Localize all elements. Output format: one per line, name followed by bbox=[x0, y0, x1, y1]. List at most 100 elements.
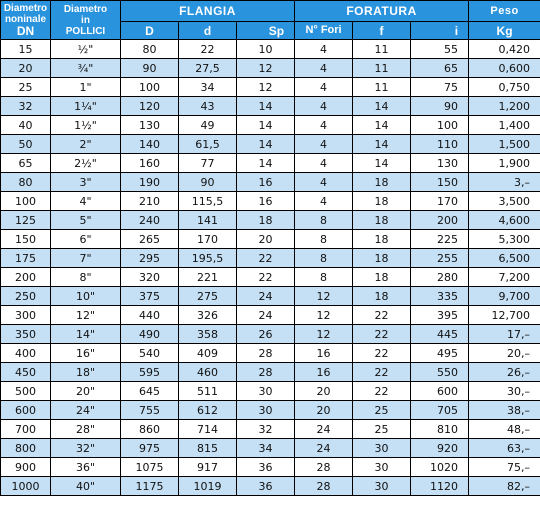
cell-flange-sp: 12 bbox=[235, 77, 296, 97]
cell-inches: 10" bbox=[50, 286, 121, 306]
cell-bolt-circle-i: 75 bbox=[410, 77, 470, 97]
table-row: 40 1½" 130 49 14 4 14 100 1,400 bbox=[0, 115, 540, 135]
cell-flange-sp: 14 bbox=[235, 115, 296, 135]
header-in-line2: in bbox=[81, 14, 90, 26]
cell-weight-kg: 1,200 bbox=[468, 96, 540, 116]
cell-bolt-circle-i: 150 bbox=[410, 172, 470, 192]
cell-dn: 25 bbox=[0, 77, 51, 97]
cell-weight-kg: 7,200 bbox=[468, 267, 540, 287]
cell-inches: 1¼" bbox=[50, 96, 121, 116]
cell-flange-d: 22 bbox=[178, 39, 237, 59]
cell-dn: 32 bbox=[0, 96, 51, 116]
cell-hole-f: 30 bbox=[352, 476, 412, 496]
cell-weight-kg: 82,– bbox=[468, 476, 540, 496]
cell-weight-kg: 6,500 bbox=[468, 248, 540, 268]
cell-flange-sp: 30 bbox=[235, 400, 296, 420]
cell-flange-d: 511 bbox=[178, 381, 237, 401]
table-row: 175 7" 295 195,5 22 8 18 255 6,500 bbox=[0, 248, 540, 268]
cell-bolt-circle-i: 920 bbox=[410, 438, 470, 458]
table-row: 25 1" 100 34 12 4 11 75 0,750 bbox=[0, 77, 540, 97]
cell-num-holes: 4 bbox=[294, 77, 354, 97]
cell-flange-D: 140 bbox=[120, 134, 179, 154]
cell-flange-sp: 16 bbox=[235, 172, 296, 192]
header-inches: Diametro in POLLICI bbox=[50, 0, 121, 40]
cell-flange-d: 612 bbox=[178, 400, 237, 420]
cell-inches: 24" bbox=[50, 400, 121, 420]
table-row: 800 32" 975 815 34 24 30 920 63,– bbox=[0, 438, 540, 458]
cell-flange-sp: 36 bbox=[235, 457, 296, 477]
header-f: f bbox=[352, 21, 412, 40]
cell-flange-D: 540 bbox=[120, 343, 179, 363]
cell-flange-D: 120 bbox=[120, 96, 179, 116]
cell-dn: 300 bbox=[0, 305, 51, 325]
cell-inches: 1" bbox=[50, 77, 121, 97]
cell-weight-kg: 12,700 bbox=[468, 305, 540, 325]
cell-num-holes: 4 bbox=[294, 191, 354, 211]
cell-flange-D: 240 bbox=[120, 210, 179, 230]
table-row: 250 10" 375 275 24 12 18 335 9,700 bbox=[0, 286, 540, 306]
cell-flange-d: 1019 bbox=[178, 476, 237, 496]
cell-inches: 2½" bbox=[50, 153, 121, 173]
cell-hole-f: 22 bbox=[352, 381, 412, 401]
cell-num-holes: 12 bbox=[294, 286, 354, 306]
cell-flange-d: 221 bbox=[178, 267, 237, 287]
cell-inches: 6" bbox=[50, 229, 121, 249]
cell-inches: 40" bbox=[50, 476, 121, 496]
cell-bolt-circle-i: 1020 bbox=[410, 457, 470, 477]
cell-hole-f: 11 bbox=[352, 77, 412, 97]
table-row: 50 2" 140 61,5 14 4 14 110 1,500 bbox=[0, 134, 540, 154]
table-row: 20 ¾" 90 27,5 12 4 11 65 0,600 bbox=[0, 58, 540, 78]
cell-hole-f: 14 bbox=[352, 153, 412, 173]
cell-weight-kg: 17,– bbox=[468, 324, 540, 344]
cell-flange-sp: 22 bbox=[235, 248, 296, 268]
cell-flange-sp: 18 bbox=[235, 210, 296, 230]
cell-flange-D: 1175 bbox=[120, 476, 179, 496]
cell-weight-kg: 0,600 bbox=[468, 58, 540, 78]
cell-dn: 500 bbox=[0, 381, 51, 401]
cell-inches: 1½" bbox=[50, 115, 121, 135]
cell-flange-d: 34 bbox=[178, 77, 237, 97]
cell-dn: 125 bbox=[0, 210, 51, 230]
cell-flange-d: 43 bbox=[178, 96, 237, 116]
cell-hole-f: 25 bbox=[352, 419, 412, 439]
cell-weight-kg: 75,– bbox=[468, 457, 540, 477]
cell-bolt-circle-i: 90 bbox=[410, 96, 470, 116]
cell-flange-sp: 14 bbox=[235, 96, 296, 116]
cell-inches: 12" bbox=[50, 305, 121, 325]
cell-bolt-circle-i: 1120 bbox=[410, 476, 470, 496]
cell-flange-d: 460 bbox=[178, 362, 237, 382]
cell-flange-D: 295 bbox=[120, 248, 179, 268]
cell-dn: 100 bbox=[0, 191, 51, 211]
table-body: 15 ½" 80 22 10 4 11 55 0,420 20 ¾" 90 27,5 12 4 11 65 0,6… bbox=[0, 39, 540, 496]
cell-flange-D: 160 bbox=[120, 153, 179, 173]
cell-flange-d: 77 bbox=[178, 153, 237, 173]
header-dn-line3: DN bbox=[16, 23, 35, 38]
cell-flange-d: 917 bbox=[178, 457, 237, 477]
cell-flange-sp: 34 bbox=[235, 438, 296, 458]
header-in-line1: Diametro bbox=[63, 3, 108, 15]
cell-hole-f: 30 bbox=[352, 457, 412, 477]
cell-hole-f: 22 bbox=[352, 362, 412, 382]
cell-flange-D: 645 bbox=[120, 381, 179, 401]
table-row: 125 5" 240 141 18 8 18 200 4,600 bbox=[0, 210, 540, 230]
cell-flange-d: 49 bbox=[178, 115, 237, 135]
table-row: 200 8" 320 221 22 8 18 280 7,200 bbox=[0, 267, 540, 287]
cell-flange-d: 27,5 bbox=[178, 58, 237, 78]
cell-dn: 50 bbox=[0, 134, 51, 154]
cell-flange-sp: 10 bbox=[235, 39, 296, 59]
cell-dn: 450 bbox=[0, 362, 51, 382]
cell-inches: 32" bbox=[50, 438, 121, 458]
cell-flange-d: 275 bbox=[178, 286, 237, 306]
cell-bolt-circle-i: 200 bbox=[410, 210, 470, 230]
cell-flange-D: 265 bbox=[120, 229, 179, 249]
cell-hole-f: 22 bbox=[352, 324, 412, 344]
cell-inches: ½" bbox=[50, 39, 121, 59]
cell-dn: 20 bbox=[0, 58, 51, 78]
header-sp: Sp bbox=[235, 21, 296, 40]
cell-flange-d: 195,5 bbox=[178, 248, 237, 268]
cell-dn: 800 bbox=[0, 438, 51, 458]
table-row: 1000 40" 1175 1019 36 28 30 1120 82,– bbox=[0, 476, 540, 496]
cell-inches: 5" bbox=[50, 210, 121, 230]
cell-weight-kg: 30,– bbox=[468, 381, 540, 401]
cell-flange-sp: 26 bbox=[235, 324, 296, 344]
